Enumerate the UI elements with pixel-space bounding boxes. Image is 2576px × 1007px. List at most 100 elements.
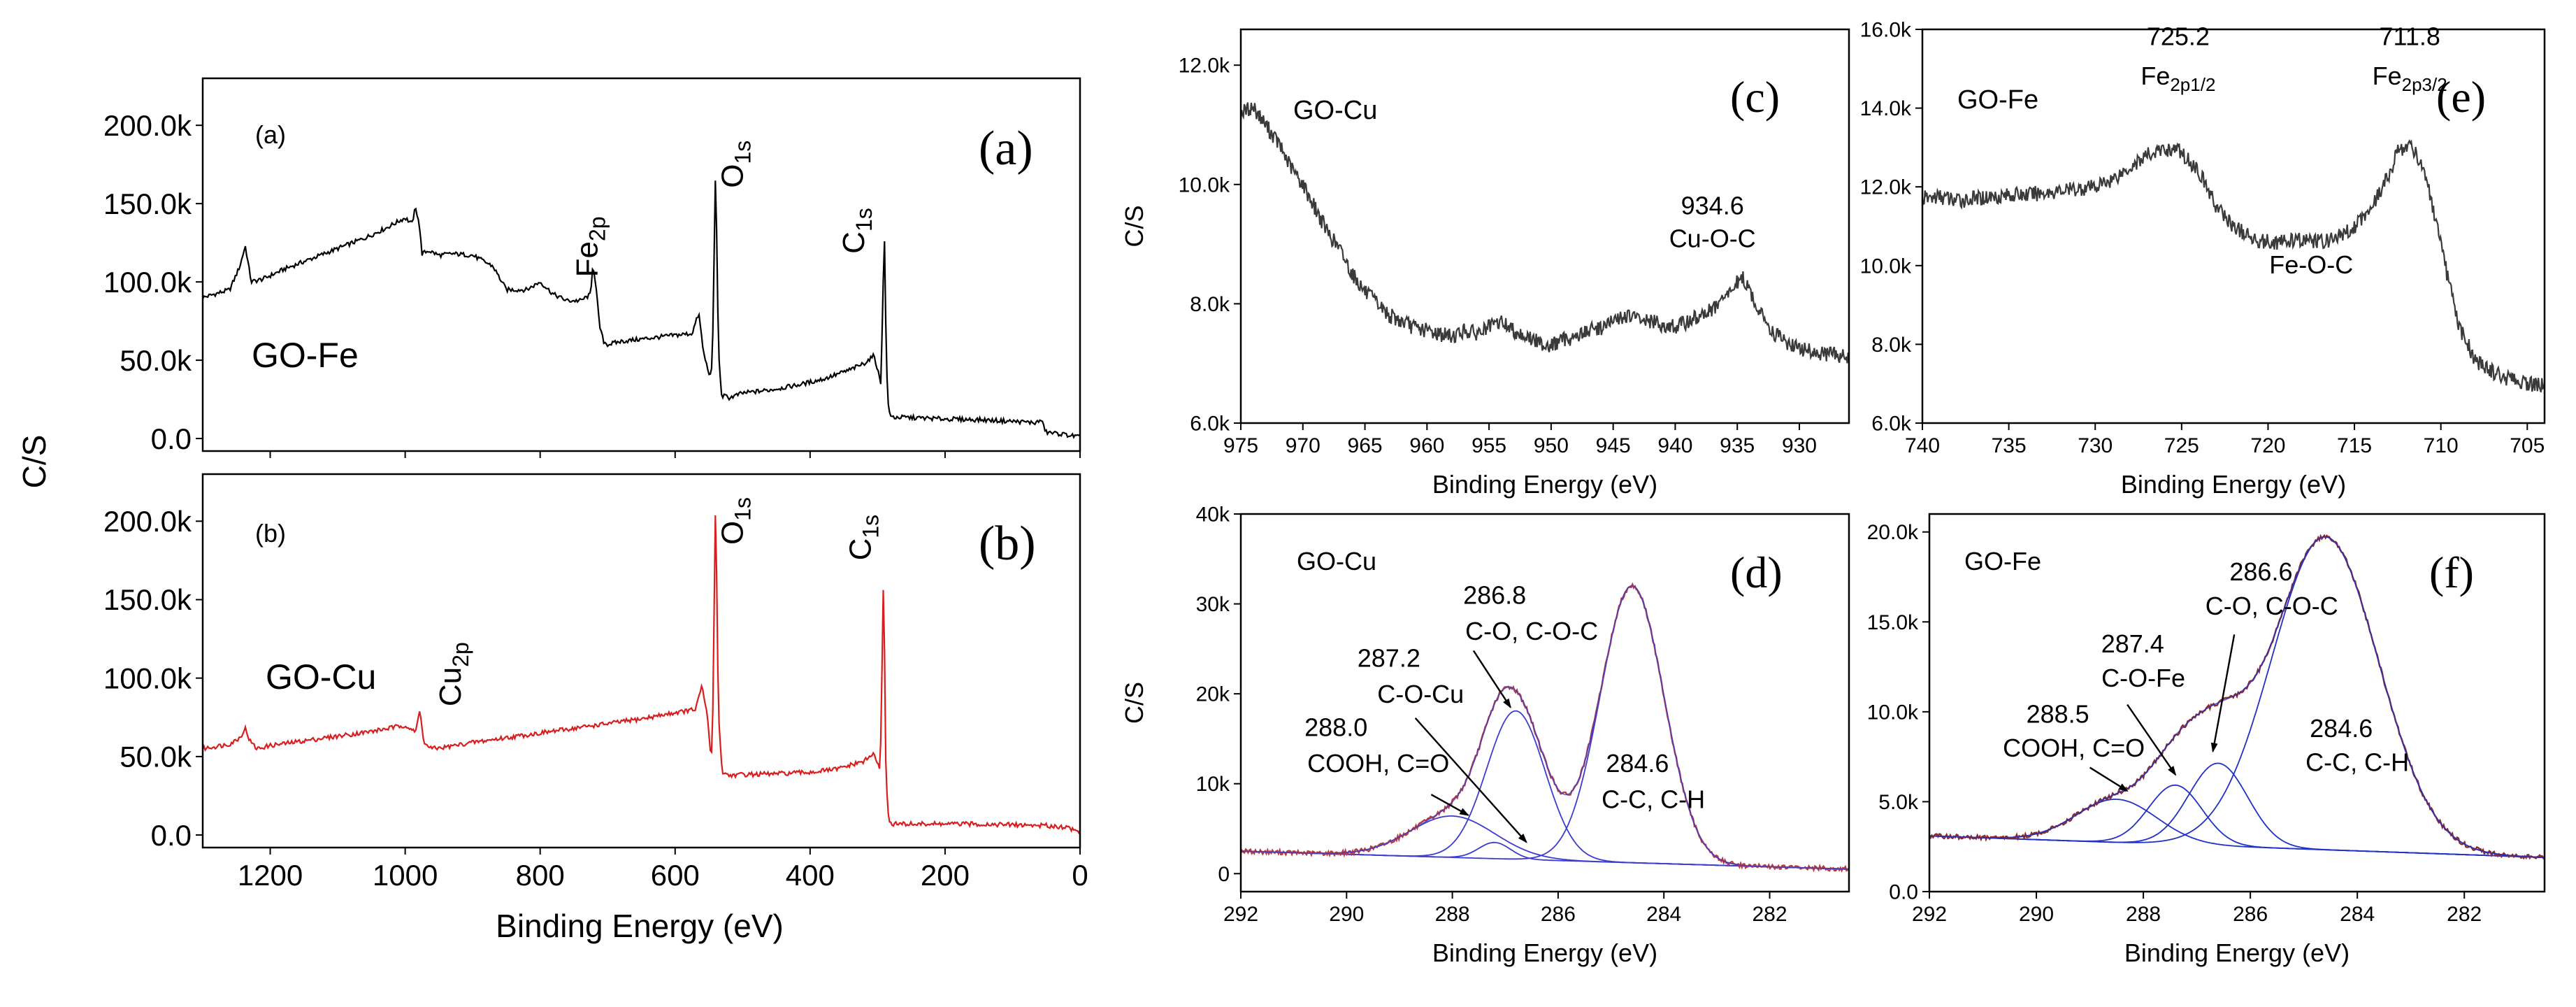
panel-e: 740 735 730 725 720 715 710 705 6.0k 8.0k 10.0k 12.… (1860, 19, 2546, 499)
annotation-text: 725.2 (2147, 22, 2210, 51)
sample-label: GO-Cu (1297, 547, 1376, 576)
y-tick-label: 10k (1196, 773, 1230, 796)
annotation-label: 286.6 (2229, 557, 2292, 586)
annotation-label: 288.5 (2027, 699, 2089, 728)
y-tick-label: 8.0k (1871, 334, 1912, 357)
y-tick-label: 5.0k (1878, 791, 1919, 814)
x-tick-label: 715 (2337, 434, 2372, 457)
envelope-fit (1929, 536, 2545, 858)
x-tick-label: 710 (2424, 434, 2459, 457)
y-tick-label: 50.0k (120, 344, 192, 377)
annotation-text: Cu-O-C (1669, 224, 1756, 252)
annotation-text: Fe (2140, 62, 2170, 90)
annotation-label: C1s (844, 515, 884, 561)
x-tick-label: 720 (2250, 434, 2285, 457)
annotation-label: C-C, C-H (2305, 748, 2409, 777)
subpanel-label: (b) (255, 519, 286, 548)
annotation-label: 284.6 (1606, 749, 1669, 778)
annotation-label: 711.8 (2379, 22, 2440, 51)
sample-label: GO-Fe (1964, 547, 2041, 576)
y-tick-label: 12.0k (1179, 55, 1230, 78)
annotation-text: C-O, C-O-C (2206, 592, 2338, 620)
panel-label: (d) (1730, 548, 1783, 597)
annotation-arrow (1472, 650, 1511, 709)
x-tick-label: 930 (1782, 434, 1817, 457)
y-tick-label: 0 (1218, 863, 1230, 886)
x-axis-label: Binding Energy (eV) (2121, 470, 2346, 499)
annotation-text: 286.6 (2229, 557, 2292, 586)
panel-label: (e) (2436, 72, 2486, 122)
annotation-subscript: 2p1/2 (2170, 74, 2215, 95)
x-tick-label: 735 (1992, 434, 2027, 457)
sample-label: GO-Cu (266, 657, 376, 697)
annotation-arrow (1414, 717, 1527, 843)
annotation-label: Fe2p3/2 (2373, 62, 2447, 95)
plot-frame (201, 473, 1081, 849)
y-tick-label: 6.0k (1871, 413, 1912, 436)
x-tick-label: 288 (2126, 903, 2161, 926)
annotation-label: COOH, C=O (1307, 749, 1449, 778)
y-tick-label: 10.0k (1867, 701, 1919, 724)
panel-a: 0.0 50.0k 100.0k 150.0k 200.0k (a) GO-Fe (a) Fe2… (103, 77, 1081, 458)
plot-area (203, 180, 1080, 439)
y-tick-label: 14.0k (1860, 97, 1912, 120)
x-tick-label: 600 (651, 859, 700, 892)
y-tick-label: 20.0k (1867, 521, 1919, 544)
x-tick-label: 975 (1223, 434, 1258, 457)
annotation-label: C-O-Cu (1377, 680, 1464, 708)
annotation-label: 286.8 (1463, 581, 1526, 610)
x-tick-label: 282 (1752, 903, 1787, 926)
x-tick-label: 282 (2447, 903, 2482, 926)
x-tick-label: 705 (2510, 434, 2545, 457)
x-tick-label: 940 (1657, 434, 1692, 457)
x-axis-label: Binding Energy (eV) (2124, 938, 2350, 967)
annotation-text: O (715, 164, 749, 188)
x-tick-label: 1000 (373, 859, 438, 892)
panel-label: (b) (979, 517, 1036, 571)
x-tick-label: 0 (1072, 859, 1088, 892)
annotation-label: Fe2p1/2 (2140, 62, 2215, 95)
annotation-label: C-O, C-O-C (1465, 617, 1598, 645)
y-tick-label: 150.0k (103, 187, 192, 220)
annotation-arrow (1430, 794, 1470, 816)
plot-area (1929, 534, 2545, 860)
x-axis-label: Binding Energy (eV) (1432, 938, 1657, 967)
x-tick-label: 290 (2019, 903, 2054, 926)
x-tick-label: 800 (516, 859, 565, 892)
plot-frame (1239, 28, 1850, 424)
plot-area (1241, 102, 1849, 364)
x-tick-label: 200 (921, 859, 970, 892)
y-tick-label: 150.0k (103, 583, 192, 616)
annotation-text: Fe (2373, 62, 2402, 90)
annotation-subscript: 1s (858, 515, 884, 538)
y-tick-label: 6.0k (1190, 413, 1230, 436)
y-tick-label: 10.0k (1179, 173, 1230, 197)
annotation-label: C-O, C-O-C (2206, 592, 2338, 620)
y-tick-label: 30k (1196, 593, 1230, 616)
shared-ylabel: C/S (16, 435, 52, 489)
x-tick-label: 935 (1720, 434, 1755, 457)
x-axis-label: Binding Energy (eV) (1432, 470, 1657, 499)
annotation-text: C-O, C-O-C (1465, 617, 1598, 645)
annotation-text: 286.8 (1463, 581, 1526, 610)
panel-d: 292 290 288 286 284 282 0 10k 20k 30k 40k C/S Bindin… (1120, 503, 1850, 967)
annotation-label: O1s (715, 141, 755, 188)
annotation-text: COOH, C=O (1307, 749, 1449, 778)
sample-label: GO-Cu (1293, 96, 1377, 125)
panel-label: (c) (1730, 72, 1780, 122)
panel-label: (a) (979, 122, 1033, 176)
annotation-text: C-O-Cu (1377, 680, 1464, 708)
plot-frame (1928, 513, 2546, 893)
x-tick-label: 286 (1541, 903, 1576, 926)
annotation-label: C-O-Fe (2101, 664, 2185, 692)
shared-xlabel: Binding Energy (eV) (496, 908, 784, 944)
annotation-subscript: 2p3/2 (2402, 74, 2447, 95)
x-tick-label: 292 (1912, 903, 1947, 926)
annotation-text: 287.2 (1358, 644, 1420, 673)
annotation-label: 287.4 (2101, 629, 2164, 658)
envelope-raw (1929, 534, 2545, 860)
annotation-label: 934.6 (1681, 191, 1744, 220)
series-line (203, 515, 1080, 835)
annotation-label: C-C, C-H (1602, 785, 1705, 813)
